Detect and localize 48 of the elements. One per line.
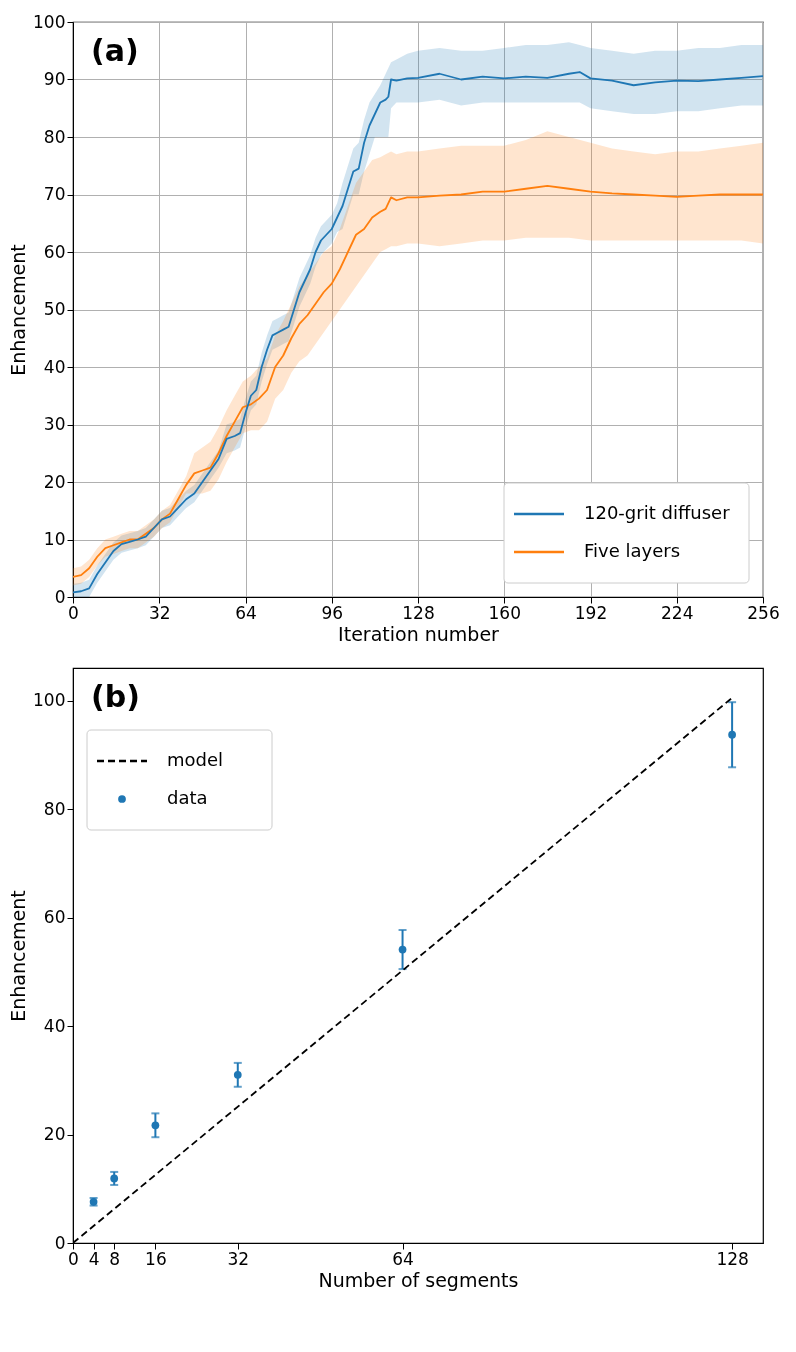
y-tick-label: 100 [33, 690, 66, 711]
x-tick-label: 224 [661, 602, 694, 623]
y-axis-title: Enhancement [7, 890, 30, 1022]
y-tick-label: 80 [43, 126, 66, 147]
annotation: (a) [91, 33, 139, 68]
y-tick-label: 100 [33, 11, 66, 32]
x-tick-label: 128 [716, 1248, 749, 1269]
x-tick-label: 128 [402, 602, 435, 623]
x-axis-title: Iteration number [338, 622, 500, 645]
y-tick-label: 40 [43, 356, 66, 377]
x-tick-label: 256 [747, 602, 780, 623]
x-tick-label: 8 [109, 1248, 121, 1269]
y-tick-label: 60 [43, 907, 66, 928]
y-tick-label: 70 [43, 184, 66, 204]
x-tick-label: 4 [88, 1248, 100, 1269]
x-tick-label: 64 [235, 602, 257, 623]
y-tick-label: 60 [43, 241, 66, 262]
x-tick-label: 16 [145, 1248, 167, 1269]
y-tick-label: 90 [43, 69, 66, 89]
x-tick-label: 32 [227, 1248, 250, 1269]
annotation: (b) [91, 679, 140, 714]
y-axis-title: Enhancement [7, 244, 30, 376]
y-tick-label: 50 [43, 299, 66, 319]
x-axis-title: Number of segments [318, 1268, 519, 1291]
x-tick-label: 96 [321, 602, 344, 623]
y-tick-label: 20 [43, 471, 66, 492]
point [728, 730, 736, 739]
legend-label: Five layers [584, 540, 681, 561]
x-tick-label: 32 [148, 602, 171, 623]
y-tick-label: 10 [43, 529, 66, 549]
y-tick-label: 40 [43, 1015, 66, 1036]
legend-label: model [167, 749, 224, 770]
legend-label: data [167, 787, 208, 808]
point [110, 1174, 119, 1183]
x-tick-label: 160 [488, 602, 521, 623]
y-tick-label: 30 [43, 414, 66, 434]
x-tick-label: 0 [68, 602, 79, 623]
x-tick-label: 64 [392, 1248, 414, 1269]
y-tick-label: 0 [54, 1232, 66, 1253]
y-tick-label: 80 [43, 798, 66, 819]
x-tick-label: 192 [574, 602, 608, 623]
point [398, 945, 407, 954]
y-tick-label: 20 [43, 1124, 66, 1145]
legend-label: 120-grit diffuser [584, 502, 731, 523]
y-tick-label: 0 [54, 586, 66, 607]
point [233, 1070, 242, 1079]
x-tick-label: 0 [68, 1248, 79, 1269]
point [151, 1121, 160, 1130]
